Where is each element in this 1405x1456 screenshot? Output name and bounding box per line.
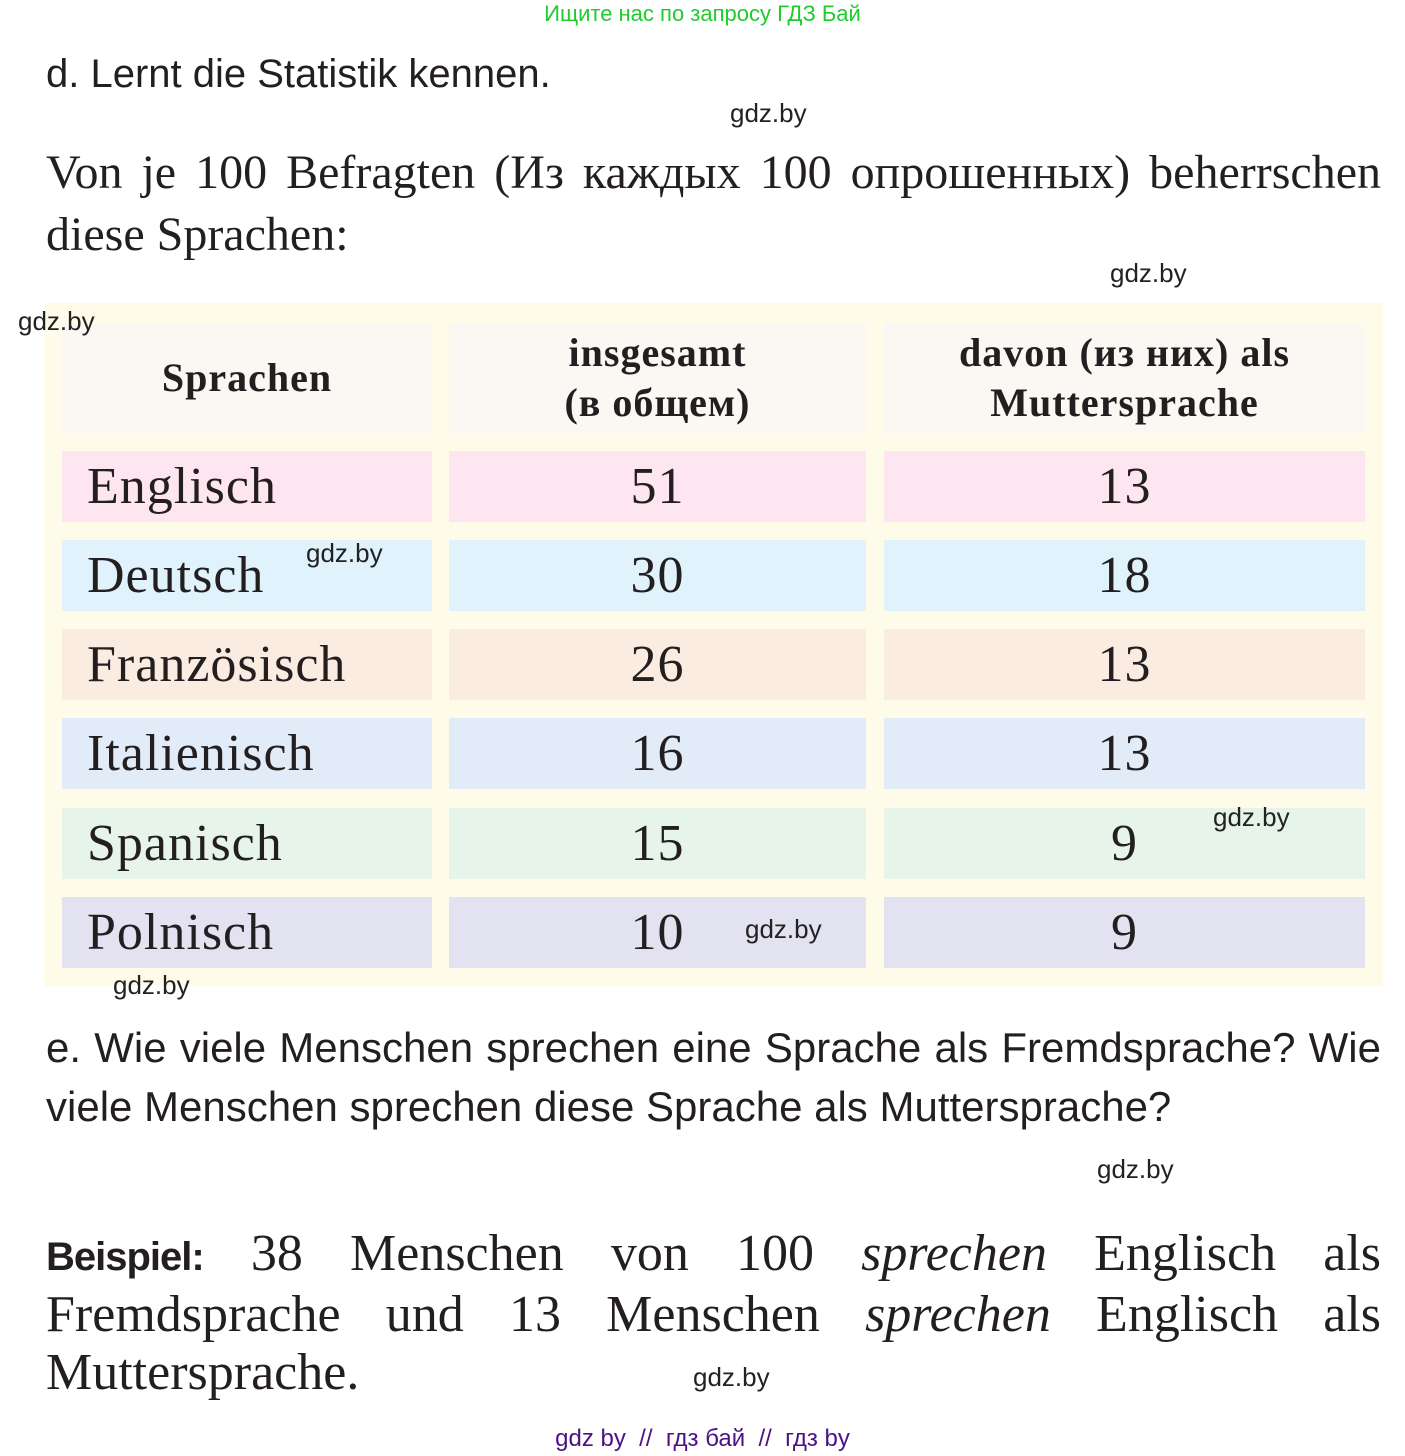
table-row-total: 26 (449, 629, 866, 700)
example-emphasis-1: sprechen (861, 1225, 1047, 1282)
watermark: gdz.by (306, 538, 383, 568)
watermark: gdz.by (745, 914, 822, 944)
watermark: gdz.by (693, 1362, 770, 1392)
table-row-total: 10 (449, 897, 866, 968)
table-row-language: Spanisch (62, 808, 432, 879)
header-total-line1: insgesamt (568, 330, 747, 375)
header-native-line1: davon (из них) als (958, 330, 1291, 375)
example-paragraph: Beispiel: 38 Menschen von 100 sprechen E… (46, 1225, 1381, 1402)
table-row-native: 9 (884, 808, 1365, 879)
language-statistics-table: Sprachen insgesamt (в общем) davon (из н… (44, 303, 1383, 986)
table-row-language: Englisch (62, 451, 432, 522)
table-row-total: 16 (449, 718, 866, 789)
example-text-3: Englisch als Muttersprache. (46, 1286, 1381, 1401)
watermark: gdz.by (113, 970, 190, 1000)
example-emphasis-2: sprechen (865, 1286, 1051, 1343)
section-d-heading: d. Lernt die Statistik kennen. (46, 52, 551, 96)
header-languages: Sprachen (62, 323, 432, 433)
table-row-native: 13 (884, 451, 1365, 522)
watermark: gdz.by (1110, 258, 1187, 288)
table-row-native: 18 (884, 540, 1365, 611)
watermark: gdz.by (1097, 1154, 1174, 1184)
watermark: gdz.by (1213, 802, 1290, 832)
table-row-native: 13 (884, 629, 1365, 700)
search-banner: Ищите нас по запросу ГДЗ Бай (544, 1, 861, 26)
footer-links: gdz by // гдз бай // гдз by (555, 1425, 850, 1452)
table-row-native: 13 (884, 718, 1365, 789)
table-row-total: 30 (449, 540, 866, 611)
section-d-intro: Von je 100 Befragten (Из каждых 100 опро… (46, 146, 1381, 261)
section-e-question: e. Wie viele Menschen sprechen eine Spra… (46, 1024, 1381, 1130)
table-row-total: 51 (449, 451, 866, 522)
header-total-line2: (в общем) (564, 380, 751, 425)
header-total: insgesamt (в общем) (449, 323, 866, 433)
table-row-native: 9 (884, 897, 1365, 968)
watermark: gdz.by (730, 98, 807, 128)
table-row-total: 15 (449, 808, 866, 879)
example-text-1: 38 Menschen von 100 (203, 1225, 862, 1282)
table-row-language: Polnisch (62, 897, 432, 968)
header-native-line2: Muttersprache (990, 380, 1259, 425)
header-languages-label: Sprachen (161, 355, 333, 400)
example-label: Beispiel: (46, 1235, 205, 1279)
example-text-2: Englisch als Fremdsprache und 13 Mensche… (46, 1225, 1381, 1343)
table-row-language: Italienisch (62, 718, 432, 789)
table-row-language: Französisch (62, 629, 432, 700)
header-native: davon (из них) als Muttersprache (884, 323, 1365, 433)
table-row-language: Deutsch (62, 540, 432, 611)
watermark: gdz.by (18, 306, 95, 336)
